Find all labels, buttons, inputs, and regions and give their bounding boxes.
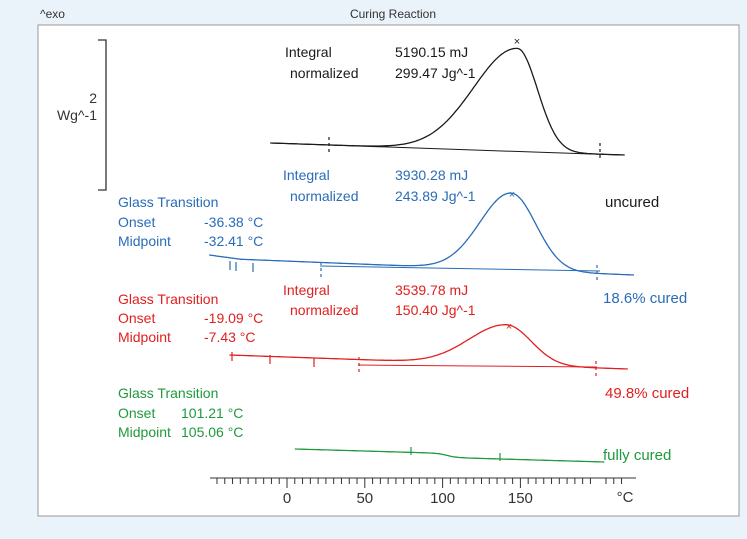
- integral-baseline-uncured: [269, 142, 621, 156]
- glass-transition-title: Glass Transition: [118, 291, 218, 307]
- integral-label: Integral: [283, 282, 330, 298]
- curve-fully-cured: [294, 447, 605, 463]
- chart-title: Curing Reaction: [350, 7, 436, 21]
- annotation-18-cured: Integral 3930.28 mJ normalized 243.89 Jg…: [118, 167, 476, 249]
- tg-onset-label: Onset: [118, 214, 155, 230]
- x-tick-label: 150: [508, 490, 533, 507]
- normalized-value: 243.89 Jg^-1: [395, 188, 476, 204]
- integral-label: Integral: [283, 167, 330, 183]
- tg-onset-value: -19.09 °C: [204, 310, 263, 326]
- series-line-18-cured: [209, 192, 635, 276]
- series-line-fully-cured: [294, 448, 605, 463]
- scale-bar: 2 Wg^-1: [57, 39, 107, 191]
- annotation-uncured: Integral 5190.15 mJ normalized 299.47 Jg…: [285, 44, 476, 81]
- x-tick-label: 50: [356, 490, 373, 507]
- normalized-label: normalized: [290, 188, 358, 204]
- integral-baseline-18-cured: [319, 265, 601, 272]
- exo-direction-label: ^exo: [40, 7, 65, 21]
- plot-area: [37, 24, 740, 517]
- glass-transition-title: Glass Transition: [118, 385, 218, 401]
- normalized-label: normalized: [290, 302, 358, 318]
- x-tick-label: 100: [430, 490, 455, 507]
- curve-uncured: ×: [269, 36, 625, 158]
- integral-baseline-49-cured: [357, 364, 598, 368]
- annotation-49-cured: Integral 3539.78 mJ normalized 150.40 Jg…: [118, 282, 476, 345]
- tg-onset-label: Onset: [118, 405, 155, 421]
- x-axis-unit: °C: [617, 489, 634, 506]
- x-tick-label: 0: [283, 490, 291, 507]
- normalized-label: normalized: [290, 65, 358, 81]
- tg-midpoint-value: -32.41 °C: [204, 233, 263, 249]
- curve-18-cured: ×: [209, 189, 635, 281]
- integral-value: 3930.28 mJ: [395, 167, 468, 183]
- curve-49-cured: ×: [229, 321, 628, 377]
- x-axis: 0 50 100 150: [210, 477, 636, 507]
- integral-value: 5190.15 mJ: [395, 44, 468, 60]
- glass-transition-title: Glass Transition: [118, 194, 218, 210]
- scale-bar-bracket: [98, 39, 107, 191]
- curve-label-uncured: uncured: [605, 194, 659, 211]
- normalized-value: 150.40 Jg^-1: [395, 302, 476, 318]
- curve-label-18-cured: 18.6% cured: [603, 290, 687, 307]
- scale-bar-unit: Wg^-1: [57, 107, 97, 123]
- peak-marker-49-cured: ×: [506, 321, 512, 333]
- tg-midpoint-label: Midpoint: [118, 233, 171, 249]
- tg-onset-value: -36.38 °C: [204, 214, 263, 230]
- integral-label: Integral: [285, 44, 332, 60]
- series-line-49-cured: [229, 324, 628, 370]
- tg-midpoint-label: Midpoint: [118, 329, 171, 345]
- tg-onset-label: Onset: [118, 310, 155, 326]
- tg-midpoint-value: 105.06 °C: [181, 424, 243, 440]
- curve-label-fully-cured: fully cured: [603, 447, 671, 464]
- normalized-value: 299.47 Jg^-1: [395, 65, 476, 81]
- tg-onset-value: 101.21 °C: [181, 405, 243, 421]
- tg-midpoint-value: -7.43 °C: [204, 329, 256, 345]
- scale-bar-value: 2: [89, 90, 97, 106]
- annotation-fully-cured: Glass Transition Onset 101.21 °C Midpoin…: [118, 385, 243, 440]
- integral-value: 3539.78 mJ: [395, 282, 468, 298]
- peak-marker-18-cured: ×: [509, 189, 515, 201]
- tg-midpoint-label: Midpoint: [118, 424, 171, 440]
- peak-marker-uncured: ×: [514, 36, 520, 48]
- curve-label-49-cured: 49.8% cured: [605, 385, 689, 402]
